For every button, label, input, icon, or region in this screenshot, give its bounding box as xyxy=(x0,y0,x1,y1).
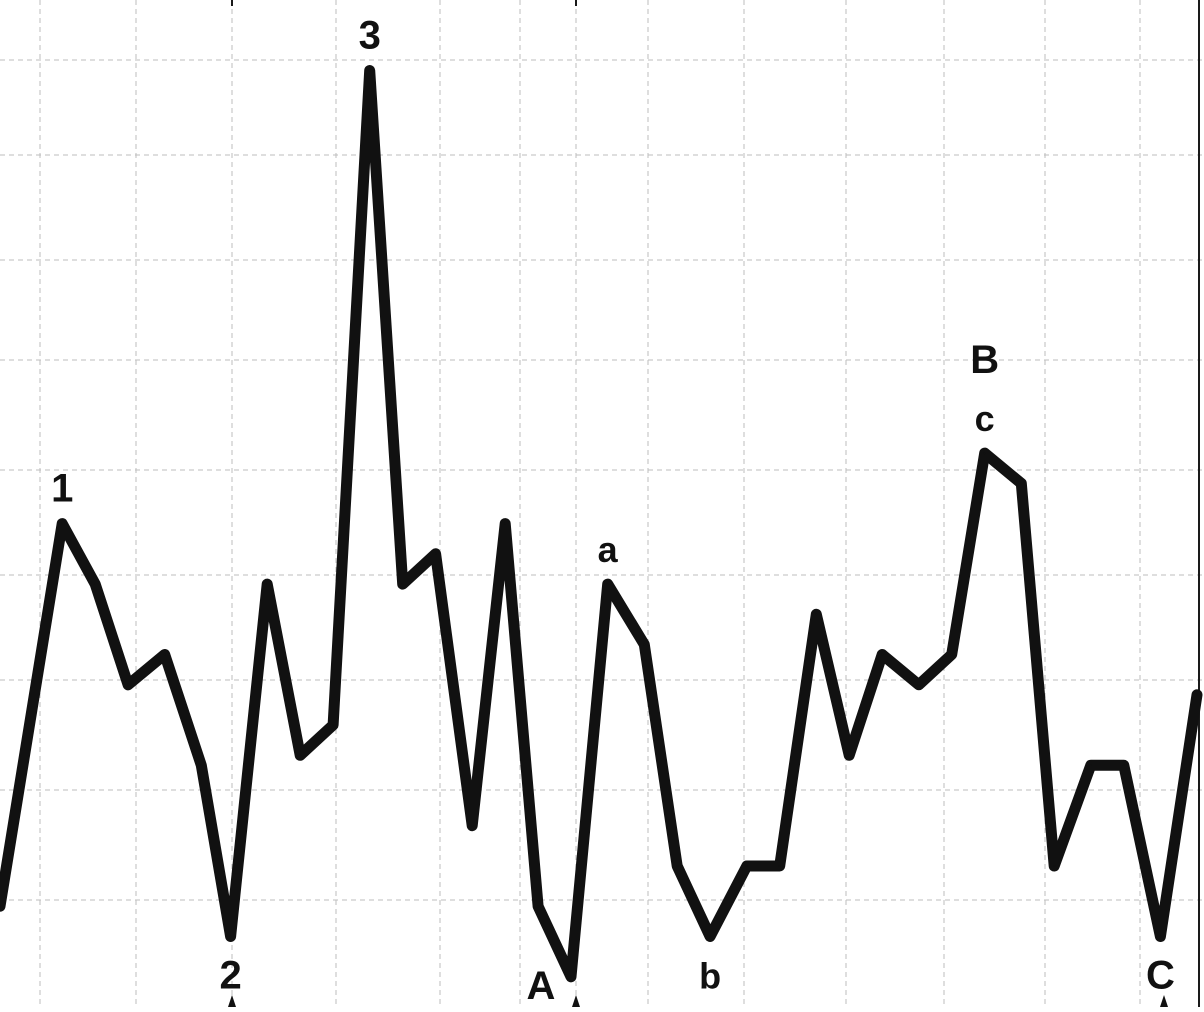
data-point xyxy=(200,764,203,767)
data-point xyxy=(471,824,474,827)
data-point xyxy=(266,583,269,586)
data-point xyxy=(815,613,818,616)
annotation-label: C xyxy=(1146,954,1175,998)
data-point xyxy=(504,522,507,525)
data-point xyxy=(1089,764,1092,767)
annotation-label: 3 xyxy=(359,14,381,58)
data-point xyxy=(94,583,97,586)
series-layer xyxy=(0,65,1203,983)
bottom-arrow-c xyxy=(1160,995,1168,1007)
data-point xyxy=(368,69,371,72)
data-point xyxy=(434,552,437,555)
data-point xyxy=(229,935,232,938)
data-point xyxy=(848,754,851,757)
data-point xyxy=(1196,693,1198,696)
data-point xyxy=(745,865,748,867)
points-layer xyxy=(0,69,1198,978)
data-point xyxy=(1020,482,1023,485)
data-point xyxy=(0,905,1,908)
data-point xyxy=(61,522,64,525)
annotation-label: b xyxy=(699,956,721,997)
data-point xyxy=(537,905,540,908)
data-point xyxy=(950,653,953,656)
annotation-label: 1 xyxy=(51,467,73,511)
data-point xyxy=(606,583,609,586)
data-point xyxy=(163,653,166,656)
data-point xyxy=(1122,764,1125,767)
data-point xyxy=(778,865,781,867)
annotation-label: a xyxy=(598,529,619,570)
annotation-label: 2 xyxy=(219,954,241,998)
data-point xyxy=(881,653,884,656)
labels-layer: 1 2 3 Aa b cB C xyxy=(51,14,1175,1008)
data-point xyxy=(643,643,646,646)
data-point xyxy=(1159,935,1162,938)
annotation-label: A xyxy=(527,964,556,1007)
annotation-label: B xyxy=(970,338,999,382)
annotation-label: c xyxy=(975,398,995,439)
data-point xyxy=(709,935,712,938)
chart-frame xyxy=(228,0,1200,1007)
data-point xyxy=(676,865,679,867)
data-point xyxy=(401,583,404,586)
bottom-arrow-2 xyxy=(228,995,236,1007)
data-point xyxy=(332,724,335,726)
series-line xyxy=(0,65,1203,983)
data-point xyxy=(127,683,130,686)
data-point xyxy=(570,975,572,978)
data-point xyxy=(917,683,920,686)
data-point xyxy=(299,754,302,757)
bottom-arrow-a xyxy=(572,995,580,1007)
data-point xyxy=(1053,865,1056,867)
data-point xyxy=(983,452,986,455)
